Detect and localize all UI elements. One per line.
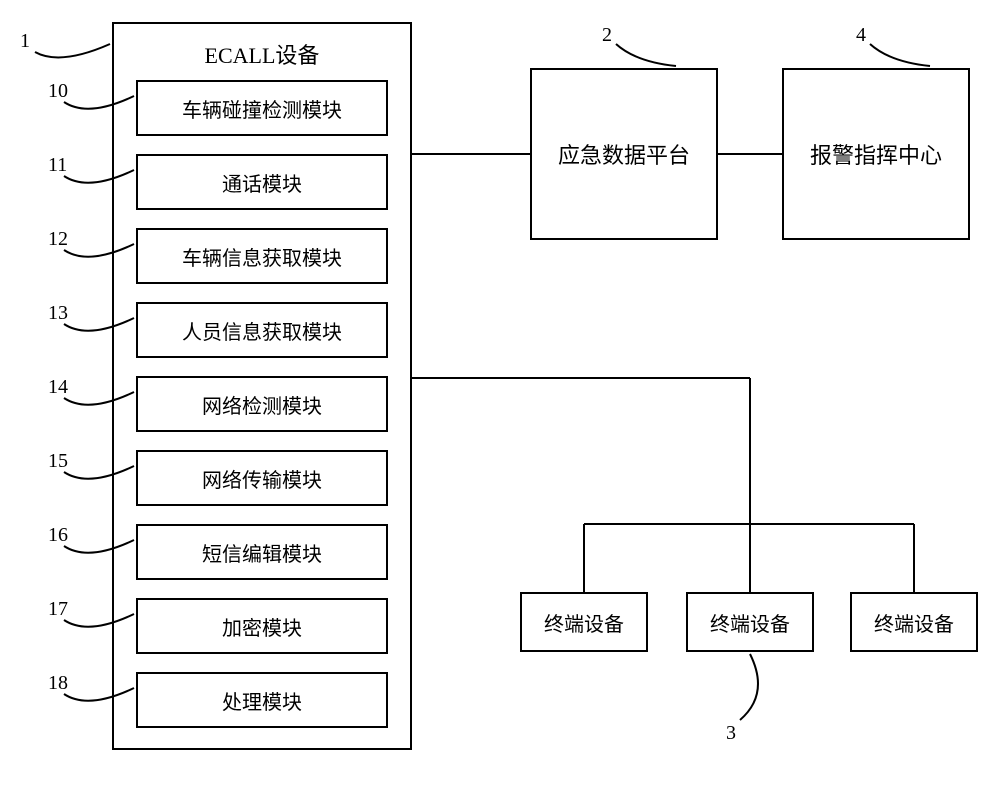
- module-13-box: 人员信息获取模块: [136, 302, 388, 358]
- module-10-box: 车辆碰撞检测模块: [136, 80, 388, 136]
- terminal-3-box: 终端设备: [850, 592, 978, 652]
- module-13-label: 人员信息获取模块: [182, 316, 342, 345]
- curve-3: [740, 654, 758, 720]
- module-14-box: 网络检测模块: [136, 376, 388, 432]
- module-16-box: 短信编辑模块: [136, 524, 388, 580]
- module-11-label: 通话模块: [222, 168, 302, 197]
- terminal-1-label: 终端设备: [544, 608, 624, 637]
- callout-13: 13: [48, 302, 68, 325]
- terminal-3-label: 终端设备: [874, 608, 954, 637]
- terminal-2-box: 终端设备: [686, 592, 814, 652]
- callout-16: 16: [48, 524, 68, 547]
- module-12-label: 车辆信息获取模块: [182, 242, 342, 271]
- callout-14: 14: [48, 376, 68, 399]
- module-16-label: 短信编辑模块: [202, 538, 322, 567]
- callout-2: 2: [602, 24, 612, 47]
- callout-18: 18: [48, 672, 68, 695]
- callout-11: 11: [48, 154, 67, 177]
- callout-12: 12: [48, 228, 68, 251]
- module-11-box: 通话模块: [136, 154, 388, 210]
- curve-1: [35, 44, 110, 57]
- module-17-label: 加密模块: [222, 612, 302, 641]
- curve-4: [870, 44, 930, 66]
- callout-10: 10: [48, 80, 68, 103]
- terminal-2-label: 终端设备: [710, 608, 790, 637]
- ecall-title: ECALL设备: [114, 38, 410, 70]
- curve-2: [616, 44, 676, 66]
- module-18-box: 处理模块: [136, 672, 388, 728]
- platform-label: 应急数据平台: [558, 138, 690, 170]
- module-17-box: 加密模块: [136, 598, 388, 654]
- module-15-box: 网络传输模块: [136, 450, 388, 506]
- module-18-label: 处理模块: [222, 686, 302, 715]
- module-14-label: 网络检测模块: [202, 390, 322, 419]
- callout-3: 3: [726, 722, 736, 745]
- module-12-box: 车辆信息获取模块: [136, 228, 388, 284]
- terminal-1-box: 终端设备: [520, 592, 648, 652]
- command-center-label: 报警指挥中心: [810, 138, 942, 170]
- platform-box: 应急数据平台: [530, 68, 718, 240]
- command-center-box: 报警指挥中心: [782, 68, 970, 240]
- callout-4: 4: [856, 24, 866, 47]
- module-15-label: 网络传输模块: [202, 464, 322, 493]
- callout-15: 15: [48, 450, 68, 473]
- callout-17: 17: [48, 598, 68, 621]
- callout-1: 1: [20, 30, 30, 53]
- module-10-label: 车辆碰撞检测模块: [182, 94, 342, 123]
